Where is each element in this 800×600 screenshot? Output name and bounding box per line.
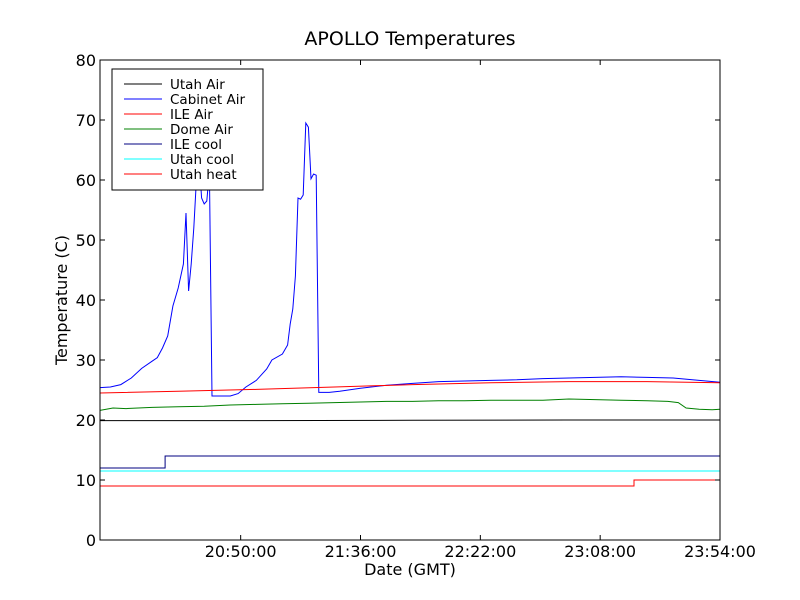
y-axis: 0 10 20 30 40 50 60 70 80 (76, 51, 720, 550)
legend-label-utah-heat: Utah heat (170, 167, 237, 183)
y-tick-label: 50 (76, 231, 96, 250)
legend-label-utah-air: Utah Air (170, 77, 225, 93)
series-line-ile-air (99, 381, 721, 394)
x-tick-label: 23:54:00 (684, 542, 756, 561)
x-tick-label: 22:22:00 (444, 542, 516, 561)
y-tick-label: 60 (76, 171, 96, 190)
series-line-dome-air (99, 398, 721, 411)
legend-label-ile-air: ILE Air (170, 107, 213, 123)
legend-label-dome-air: Dome Air (170, 122, 233, 138)
y-tick-label: 80 (76, 51, 96, 70)
y-tick-label: 10 (76, 471, 96, 490)
series-line-cabinet-air (99, 121, 721, 397)
y-tick-label: 30 (76, 351, 96, 370)
chart-title: APOLLO Temperatures (304, 28, 515, 50)
x-tick-label: 21:36:00 (325, 542, 397, 561)
y-tick-label: 20 (76, 411, 96, 430)
y-tick-label: 0 (86, 531, 96, 550)
legend-label-ile-cool: ILE cool (170, 137, 222, 153)
series-line-ile-cool (100, 455, 720, 469)
x-tick-label: 23:08:00 (564, 542, 636, 561)
series-line-utah-air (100, 419, 720, 422)
y-tick-label: 40 (76, 291, 96, 310)
series-line-utah-heat (100, 479, 720, 487)
legend-label-cabinet-air: Cabinet Air (170, 92, 245, 108)
series-layer (99, 121, 721, 487)
x-axis: 20:50:00 21:36:00 22:22:00 23:08:00 23:54:00 (205, 60, 756, 561)
y-tick-label: 70 (76, 111, 96, 130)
x-tick-label: 20:50:00 (205, 542, 277, 561)
legend-label-utah-cool: Utah cool (170, 152, 234, 168)
y-axis-label: Temperature (C) (52, 235, 71, 366)
x-axis-label: Date (GMT) (364, 560, 456, 579)
